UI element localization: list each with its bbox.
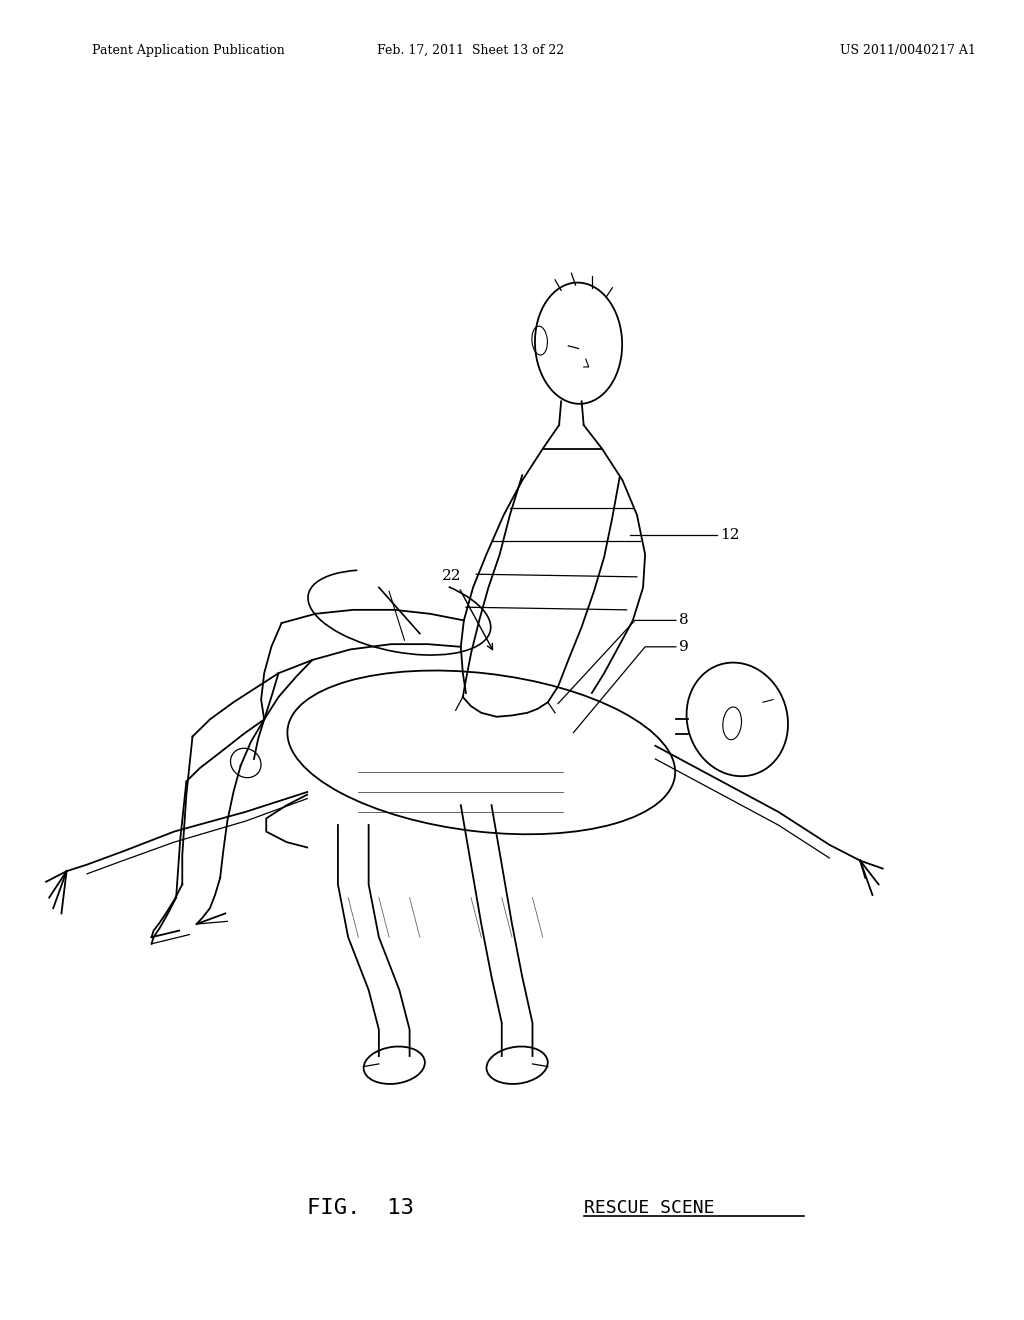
Text: Feb. 17, 2011  Sheet 13 of 22: Feb. 17, 2011 Sheet 13 of 22 bbox=[378, 44, 564, 57]
Text: FIG.  13: FIG. 13 bbox=[307, 1197, 414, 1218]
Text: 22: 22 bbox=[442, 569, 462, 583]
Text: US 2011/0040217 A1: US 2011/0040217 A1 bbox=[840, 44, 976, 57]
Text: 9: 9 bbox=[679, 640, 689, 653]
Text: Patent Application Publication: Patent Application Publication bbox=[92, 44, 285, 57]
Text: RESCUE SCENE: RESCUE SCENE bbox=[584, 1199, 714, 1217]
Text: 12: 12 bbox=[720, 528, 739, 541]
Text: 8: 8 bbox=[679, 614, 688, 627]
